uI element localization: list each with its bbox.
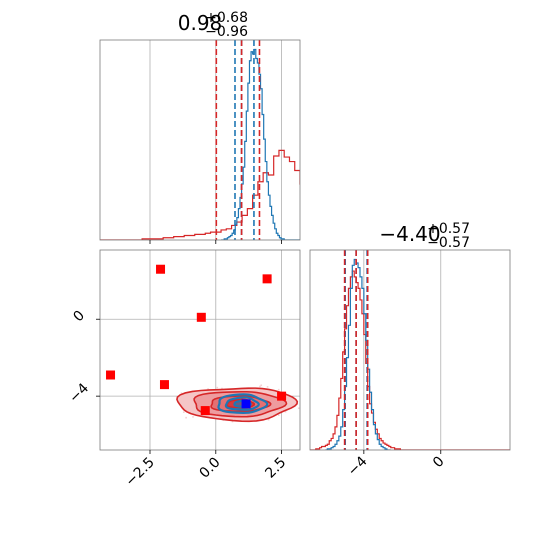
sample-point xyxy=(266,386,269,388)
hist1-title-main: 0.98 xyxy=(178,11,223,35)
sample-point xyxy=(185,416,187,419)
hist-panel-param2: −4 0 −4.40 +0.57 −0.57 xyxy=(309,221,511,479)
sample-point xyxy=(277,414,280,417)
sample-marker xyxy=(262,274,272,284)
hist1-title-sub: −0.96 xyxy=(205,24,248,40)
sample-point xyxy=(180,392,183,394)
hist-step-line xyxy=(310,270,510,450)
hist1-ticks xyxy=(149,240,282,244)
sample-point xyxy=(216,386,219,389)
hist2-ticks: −4 0 xyxy=(345,450,448,479)
hist2-grid xyxy=(363,250,442,450)
sample-point xyxy=(277,388,280,391)
sample-point xyxy=(300,412,302,414)
blue-contour-level xyxy=(224,396,260,411)
sample-point xyxy=(221,387,223,390)
sample-marker xyxy=(106,370,116,380)
hist-step-line xyxy=(100,149,300,240)
joint-y-tick-label: 0 xyxy=(70,308,88,326)
sample-point xyxy=(284,410,287,413)
hist-tick-label: 0 xyxy=(430,454,448,472)
sample-point xyxy=(182,411,185,414)
sample-point xyxy=(267,418,270,421)
hist2-title-sub: −0.57 xyxy=(427,235,470,251)
joint-x-ticks: −2.5 0.0 2.5 xyxy=(122,450,289,490)
hist2-frame xyxy=(309,249,511,451)
hist2-title-sup: +0.57 xyxy=(427,221,470,237)
joint-x-tick-label: 0.0 xyxy=(197,455,224,482)
sample-point xyxy=(192,416,194,418)
joint-contours xyxy=(176,387,299,423)
hist2-quantile-lines xyxy=(343,250,369,450)
joint-y-tick-label: −4 xyxy=(66,380,92,406)
joint-x-tick-label: −2.5 xyxy=(122,455,157,490)
hist2-title-main: −4.40 xyxy=(379,222,440,246)
hist1-title-sup: +0.68 xyxy=(205,10,248,26)
blue-contour-level xyxy=(217,393,269,414)
joint-y-ticks: 0 −4 xyxy=(66,308,100,406)
sample-point xyxy=(231,420,234,423)
sample-marker xyxy=(196,312,206,322)
sample-point xyxy=(297,407,300,410)
hist-tick-label: −4 xyxy=(345,453,371,479)
sample-marker xyxy=(159,380,169,390)
joint-panel: −2.5 0.0 2.5 0 −4 xyxy=(66,249,302,490)
hist2-steps xyxy=(310,258,510,450)
sample-point xyxy=(259,385,261,388)
truth-marker xyxy=(241,399,251,409)
joint-frame xyxy=(99,249,301,451)
sample-point xyxy=(260,384,263,387)
sample-marker xyxy=(156,264,166,274)
hist1-quantile-lines xyxy=(215,40,261,240)
hist2-title: −4.40 xyxy=(379,222,440,246)
joint-markers xyxy=(106,264,287,416)
sample-marker xyxy=(277,391,287,401)
sample-marker xyxy=(200,406,210,416)
sample-point xyxy=(207,388,209,390)
joint-x-tick-label: 2.5 xyxy=(262,455,289,482)
hist-panel-param1: 0.98 +0.68 −0.96 xyxy=(99,10,301,244)
hist-step-line xyxy=(325,258,391,450)
hist1-title: 0.98 xyxy=(178,11,223,35)
hist1-frame xyxy=(99,39,301,241)
